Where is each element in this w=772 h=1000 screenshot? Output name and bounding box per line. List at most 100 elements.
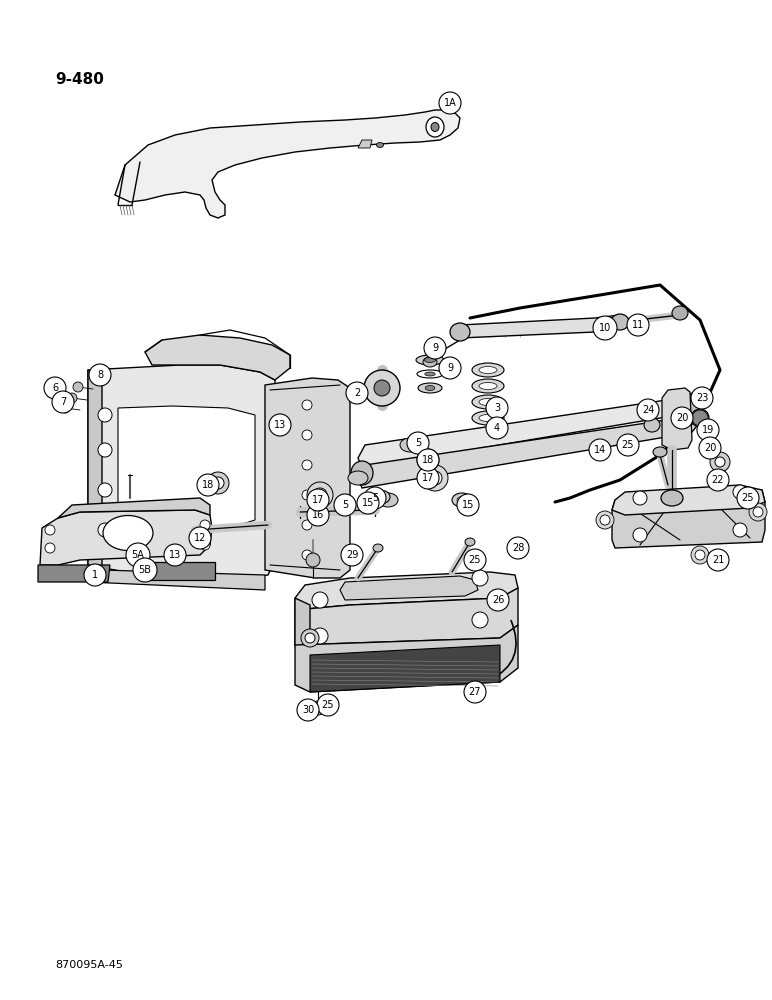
Circle shape bbox=[695, 550, 705, 560]
Circle shape bbox=[600, 515, 610, 525]
Circle shape bbox=[312, 628, 328, 644]
Circle shape bbox=[197, 474, 219, 496]
Polygon shape bbox=[38, 565, 110, 582]
Text: 3: 3 bbox=[494, 403, 500, 413]
Ellipse shape bbox=[691, 409, 709, 427]
Circle shape bbox=[487, 589, 509, 611]
Circle shape bbox=[302, 490, 312, 500]
Circle shape bbox=[207, 472, 229, 494]
Circle shape bbox=[422, 454, 434, 466]
Circle shape bbox=[507, 537, 529, 559]
Polygon shape bbox=[295, 572, 518, 610]
Polygon shape bbox=[295, 588, 518, 645]
Circle shape bbox=[67, 393, 77, 403]
Circle shape bbox=[464, 549, 486, 571]
Text: 10: 10 bbox=[599, 323, 611, 333]
Polygon shape bbox=[40, 510, 212, 565]
Text: 20: 20 bbox=[676, 413, 688, 423]
Text: 1A: 1A bbox=[444, 98, 456, 108]
Ellipse shape bbox=[472, 379, 504, 393]
Ellipse shape bbox=[378, 493, 398, 507]
Text: 15: 15 bbox=[462, 500, 474, 510]
Text: 7: 7 bbox=[60, 397, 66, 407]
Circle shape bbox=[627, 314, 649, 336]
Text: 25: 25 bbox=[469, 555, 481, 565]
Polygon shape bbox=[88, 365, 275, 582]
Circle shape bbox=[346, 382, 368, 404]
Polygon shape bbox=[295, 598, 310, 652]
Text: 1: 1 bbox=[92, 570, 98, 580]
Circle shape bbox=[126, 543, 150, 567]
Polygon shape bbox=[358, 140, 372, 148]
Text: 18: 18 bbox=[201, 480, 214, 490]
Circle shape bbox=[164, 544, 186, 566]
Ellipse shape bbox=[681, 398, 699, 418]
Polygon shape bbox=[460, 315, 620, 338]
Polygon shape bbox=[310, 645, 500, 692]
Circle shape bbox=[472, 570, 488, 586]
Ellipse shape bbox=[611, 314, 629, 330]
Text: 5B: 5B bbox=[138, 565, 151, 575]
Text: 2: 2 bbox=[354, 388, 360, 398]
Circle shape bbox=[374, 380, 390, 396]
Circle shape bbox=[422, 465, 448, 491]
Text: 12: 12 bbox=[194, 533, 206, 543]
Circle shape bbox=[305, 633, 315, 643]
Polygon shape bbox=[265, 378, 350, 578]
Ellipse shape bbox=[418, 383, 442, 393]
Circle shape bbox=[753, 507, 763, 517]
Polygon shape bbox=[340, 576, 478, 600]
Text: 17: 17 bbox=[312, 495, 324, 505]
Circle shape bbox=[98, 523, 112, 537]
Circle shape bbox=[98, 408, 112, 422]
Circle shape bbox=[617, 434, 639, 456]
Polygon shape bbox=[148, 562, 215, 580]
Ellipse shape bbox=[465, 538, 475, 546]
Circle shape bbox=[45, 543, 55, 553]
Text: 5: 5 bbox=[372, 493, 378, 503]
Circle shape bbox=[715, 457, 725, 467]
Circle shape bbox=[457, 494, 479, 516]
Circle shape bbox=[89, 364, 111, 386]
Text: 27: 27 bbox=[469, 687, 481, 697]
Circle shape bbox=[472, 612, 488, 628]
Text: 11: 11 bbox=[631, 320, 644, 330]
Circle shape bbox=[439, 357, 461, 379]
Ellipse shape bbox=[479, 366, 497, 373]
Circle shape bbox=[733, 523, 747, 537]
Polygon shape bbox=[295, 625, 518, 692]
Ellipse shape bbox=[423, 357, 437, 367]
Circle shape bbox=[633, 528, 647, 542]
Text: 13: 13 bbox=[169, 550, 181, 560]
Text: 8: 8 bbox=[97, 370, 103, 380]
Ellipse shape bbox=[400, 438, 420, 452]
Circle shape bbox=[637, 399, 659, 421]
Ellipse shape bbox=[452, 493, 472, 507]
Text: 16: 16 bbox=[312, 510, 324, 520]
Text: 26: 26 bbox=[492, 595, 504, 605]
Ellipse shape bbox=[450, 323, 470, 341]
Ellipse shape bbox=[103, 516, 153, 550]
Circle shape bbox=[710, 452, 730, 472]
Circle shape bbox=[428, 471, 442, 485]
Circle shape bbox=[439, 92, 461, 114]
Text: 21: 21 bbox=[712, 555, 724, 565]
Text: 30: 30 bbox=[302, 705, 314, 715]
Circle shape bbox=[307, 489, 329, 511]
Circle shape bbox=[302, 460, 312, 470]
Polygon shape bbox=[612, 485, 765, 515]
Circle shape bbox=[98, 483, 112, 497]
Circle shape bbox=[699, 437, 721, 459]
Ellipse shape bbox=[348, 471, 368, 485]
Ellipse shape bbox=[472, 411, 504, 425]
Circle shape bbox=[692, 410, 708, 426]
Ellipse shape bbox=[457, 496, 467, 504]
Circle shape bbox=[98, 443, 112, 457]
Circle shape bbox=[307, 482, 333, 508]
Polygon shape bbox=[358, 392, 700, 468]
Text: 4: 4 bbox=[494, 423, 500, 433]
Ellipse shape bbox=[375, 493, 385, 500]
Circle shape bbox=[737, 487, 759, 509]
Circle shape bbox=[417, 467, 439, 489]
Circle shape bbox=[44, 377, 66, 399]
